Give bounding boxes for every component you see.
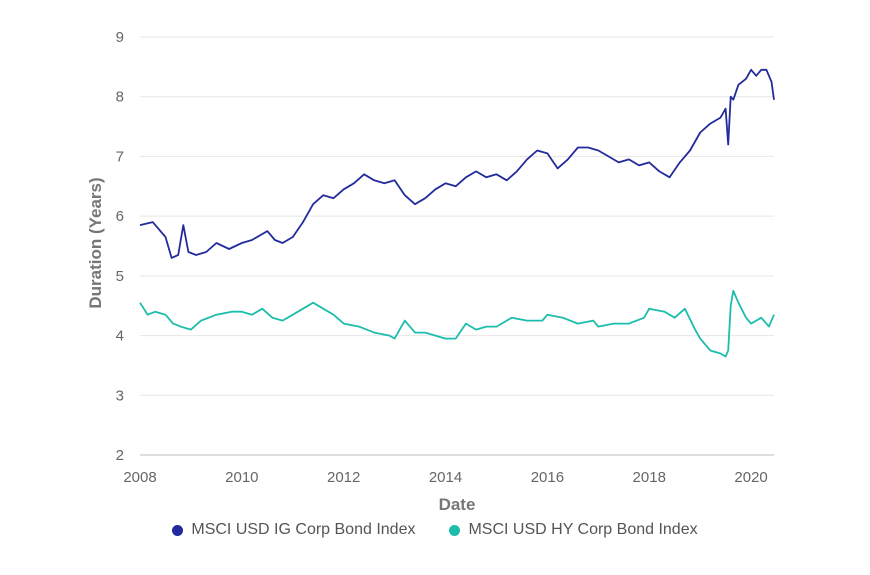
duration-line-chart: 2 3 4 5 6 7 8 9 2008 2010 2012 2014 2016 2018 2020 Da… — [86, 29, 775, 514]
x-tick-label: 2020 — [734, 469, 767, 486]
ig-series-line — [139, 68, 775, 259]
y-tick-label: 8 — [116, 89, 124, 106]
y-axis-title: Duration (Years) — [86, 177, 105, 308]
legend-marker-hy — [449, 524, 461, 536]
hy-series-line — [139, 289, 775, 358]
x-axis-title: Date — [439, 495, 476, 514]
x-tick-label: 2010 — [225, 469, 258, 486]
y-tick-label: 6 — [116, 208, 124, 225]
y-tick-label: 2 — [116, 447, 124, 464]
x-tick-label: 2016 — [531, 469, 564, 486]
x-tick-label: 2018 — [633, 469, 666, 486]
x-axis-ticks: 2008 2010 2012 2014 2016 2018 2020 — [123, 469, 767, 486]
series-lines — [139, 68, 775, 358]
y-axis-ticks: 2 3 4 5 6 7 8 9 — [116, 29, 124, 464]
y-tick-label: 9 — [116, 29, 124, 46]
y-tick-label: 5 — [116, 268, 124, 285]
y-tick-label: 7 — [116, 148, 124, 165]
legend-label-ig: MSCI USD IG Corp Bond Index — [191, 521, 416, 538]
legend-item-hy: MSCI USD HY Corp Bond Index — [449, 521, 698, 539]
x-tick-label: 2012 — [327, 469, 360, 486]
x-tick-label: 2014 — [429, 469, 462, 486]
x-tick-label: 2008 — [123, 469, 156, 486]
y-tick-label: 3 — [116, 387, 124, 404]
y-tick-label: 4 — [116, 328, 124, 345]
legend: MSCI USD IG Corp Bond Index MSCI USD HY … — [0, 521, 870, 539]
legend-marker-ig — [172, 524, 184, 536]
legend-item-ig: MSCI USD IG Corp Bond Index — [172, 521, 415, 539]
legend-label-hy: MSCI USD HY Corp Bond Index — [468, 521, 698, 538]
